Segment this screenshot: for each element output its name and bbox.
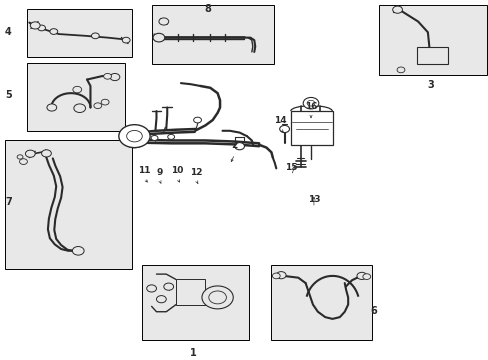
Circle shape xyxy=(306,100,314,106)
Text: 10: 10 xyxy=(171,166,183,175)
Circle shape xyxy=(146,285,156,292)
Text: 7: 7 xyxy=(5,197,12,207)
Circle shape xyxy=(101,99,109,105)
Text: 3: 3 xyxy=(426,80,433,90)
Circle shape xyxy=(234,143,244,150)
Circle shape xyxy=(91,33,99,39)
Bar xyxy=(142,265,249,341)
Circle shape xyxy=(396,67,404,73)
Text: 13: 13 xyxy=(307,195,320,204)
Circle shape xyxy=(41,150,51,157)
Bar xyxy=(290,111,332,145)
Text: 16: 16 xyxy=(304,102,317,111)
Circle shape xyxy=(73,86,81,93)
Circle shape xyxy=(50,29,58,35)
Circle shape xyxy=(126,130,142,142)
Bar xyxy=(271,265,371,341)
Circle shape xyxy=(272,273,280,279)
Circle shape xyxy=(279,125,289,132)
Circle shape xyxy=(276,271,285,279)
Circle shape xyxy=(122,37,130,43)
Text: 11: 11 xyxy=(138,166,151,175)
Circle shape xyxy=(151,135,158,140)
Bar xyxy=(176,279,205,305)
Circle shape xyxy=(38,25,45,31)
Circle shape xyxy=(74,104,85,113)
Bar xyxy=(416,46,447,64)
Circle shape xyxy=(193,117,201,123)
Text: 12: 12 xyxy=(190,168,203,177)
Circle shape xyxy=(356,272,366,279)
Text: 9: 9 xyxy=(156,168,163,177)
Text: 5: 5 xyxy=(5,90,12,100)
Circle shape xyxy=(153,33,164,42)
Text: 14: 14 xyxy=(274,116,286,125)
Circle shape xyxy=(159,18,168,25)
Text: 1: 1 xyxy=(189,347,196,357)
Circle shape xyxy=(392,6,402,13)
Bar xyxy=(27,63,124,131)
Bar xyxy=(151,5,273,64)
Circle shape xyxy=(208,291,226,304)
Circle shape xyxy=(72,247,84,255)
Bar xyxy=(5,140,132,269)
Text: 6: 6 xyxy=(370,306,377,316)
Circle shape xyxy=(110,73,120,81)
Circle shape xyxy=(167,134,174,139)
Circle shape xyxy=(30,22,40,29)
Text: 8: 8 xyxy=(204,4,211,14)
Text: 4: 4 xyxy=(5,27,12,37)
Circle shape xyxy=(17,155,23,159)
Circle shape xyxy=(163,283,173,290)
Circle shape xyxy=(20,159,27,165)
Bar xyxy=(27,9,132,57)
Circle shape xyxy=(25,150,35,157)
Circle shape xyxy=(94,103,102,109)
Circle shape xyxy=(47,104,57,111)
Circle shape xyxy=(202,286,233,309)
Circle shape xyxy=(119,125,150,148)
Circle shape xyxy=(156,296,166,303)
Circle shape xyxy=(303,98,318,109)
Bar xyxy=(378,5,486,75)
Text: 15: 15 xyxy=(285,163,297,172)
Circle shape xyxy=(362,274,370,279)
Text: 2: 2 xyxy=(231,141,237,150)
Circle shape xyxy=(103,73,111,79)
